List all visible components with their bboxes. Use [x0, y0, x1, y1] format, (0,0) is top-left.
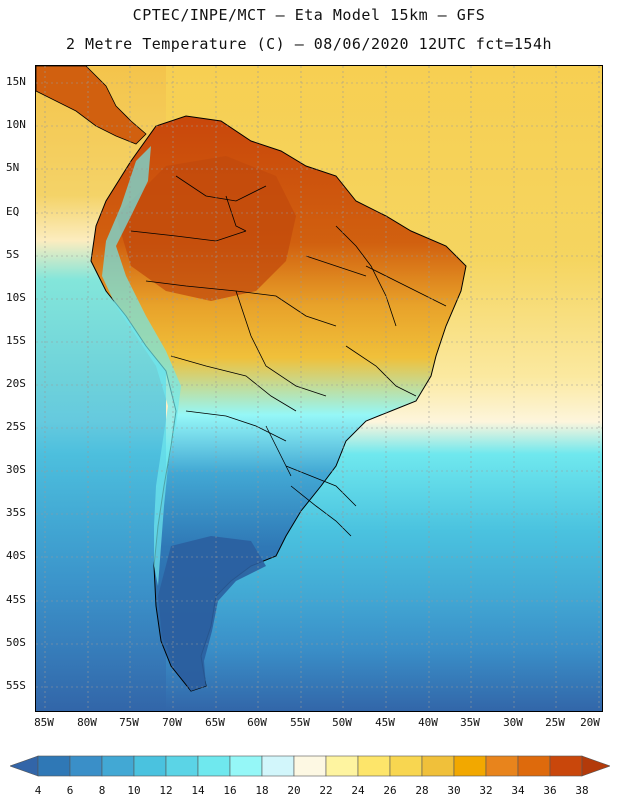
andes-cool-strip	[102, 146, 181, 586]
lon-label-75w: 75W	[119, 716, 139, 729]
colorbar-max-arrow	[581, 755, 610, 777]
colorbar-label: 16	[223, 784, 237, 797]
colorbar-swatch	[133, 755, 167, 777]
colorbar-label: 30	[447, 784, 461, 797]
lon-label-40w: 40W	[418, 716, 438, 729]
lat-label-10s: 10S	[6, 291, 26, 304]
colorbar-swatch	[453, 755, 487, 777]
colorbar-label: 26	[383, 784, 397, 797]
colorbar-label: 6	[66, 784, 74, 797]
lon-label-30w: 30W	[503, 716, 523, 729]
colorbar-swatch	[389, 755, 423, 777]
lon-label-80w: 80W	[77, 716, 97, 729]
lat-label-20s: 20S	[6, 377, 26, 390]
central-america	[36, 66, 147, 145]
colorbar-swatch	[485, 755, 519, 777]
lat-label-55s: 55S	[6, 679, 26, 692]
lat-label-eq: EQ	[6, 205, 20, 218]
colorbar-label: 38	[575, 784, 589, 797]
colorbar-label: 14	[191, 784, 205, 797]
lon-label-65w: 65W	[205, 716, 225, 729]
temperature-colorbar	[10, 755, 610, 777]
colorbar-swatch	[517, 755, 551, 777]
colorbar-label: 18	[255, 784, 269, 797]
colorbar-label: 24	[351, 784, 365, 797]
colorbar-swatch	[69, 755, 103, 777]
amazon-hot-zone	[116, 156, 296, 301]
lat-label-45s: 45S	[6, 593, 26, 606]
colorbar-swatch	[421, 755, 455, 777]
colorbar-swatch	[229, 755, 263, 777]
lon-label-70w: 70W	[162, 716, 182, 729]
lon-label-35w: 35W	[460, 716, 480, 729]
lat-label-10n: 10N	[6, 118, 26, 131]
colorbar-label: 12	[159, 784, 173, 797]
chart-title-line1: CPTEC/INPE/MCT – Eta Model 15km – GFS	[132, 6, 486, 24]
chart-title-line2: 2 Metre Temperature (C) – 08/06/2020 12U…	[65, 35, 553, 53]
colorbar-label: 32	[479, 784, 493, 797]
colorbar-label: 36	[543, 784, 557, 797]
lon-label-25w: 25W	[545, 716, 565, 729]
temperature-map	[35, 65, 603, 712]
colorbar-swatch	[549, 755, 583, 777]
lon-label-45w: 45W	[375, 716, 395, 729]
colorbar-label: 28	[415, 784, 429, 797]
colorbar-swatch	[101, 755, 135, 777]
colorbar-swatch	[357, 755, 391, 777]
lat-label-25s: 25S	[6, 420, 26, 433]
colorbar-swatch	[37, 755, 71, 777]
lat-label-5s: 5S	[6, 248, 20, 261]
lat-label-50s: 50S	[6, 636, 26, 649]
patagonia-cold-zone	[158, 536, 266, 691]
lat-label-40s: 40S	[6, 549, 26, 562]
colorbar-label: 4	[34, 784, 42, 797]
colorbar-min-arrow	[10, 755, 39, 777]
colorbar-label: 20	[287, 784, 301, 797]
colorbar-swatch	[261, 755, 295, 777]
colorbar-label: 8	[98, 784, 106, 797]
colorbar-swatch	[293, 755, 327, 777]
lon-label-85w: 85W	[34, 716, 54, 729]
colorbar-label: 22	[319, 784, 333, 797]
colorbar-label: 10	[127, 784, 141, 797]
lon-label-60w: 60W	[247, 716, 267, 729]
lon-label-20w: 20W	[580, 716, 600, 729]
colorbar-swatch	[325, 755, 359, 777]
lat-label-15s: 15S	[6, 334, 26, 347]
lon-label-50w: 50W	[332, 716, 352, 729]
lat-label-15n: 15N	[6, 75, 26, 88]
lat-label-35s: 35S	[6, 506, 26, 519]
colorbar-swatch	[197, 755, 231, 777]
lon-label-55w: 55W	[290, 716, 310, 729]
colorbar-swatch	[165, 755, 199, 777]
lat-label-5n: 5N	[6, 161, 20, 174]
colorbar-label: 34	[511, 784, 525, 797]
lat-label-30s: 30S	[6, 463, 26, 476]
